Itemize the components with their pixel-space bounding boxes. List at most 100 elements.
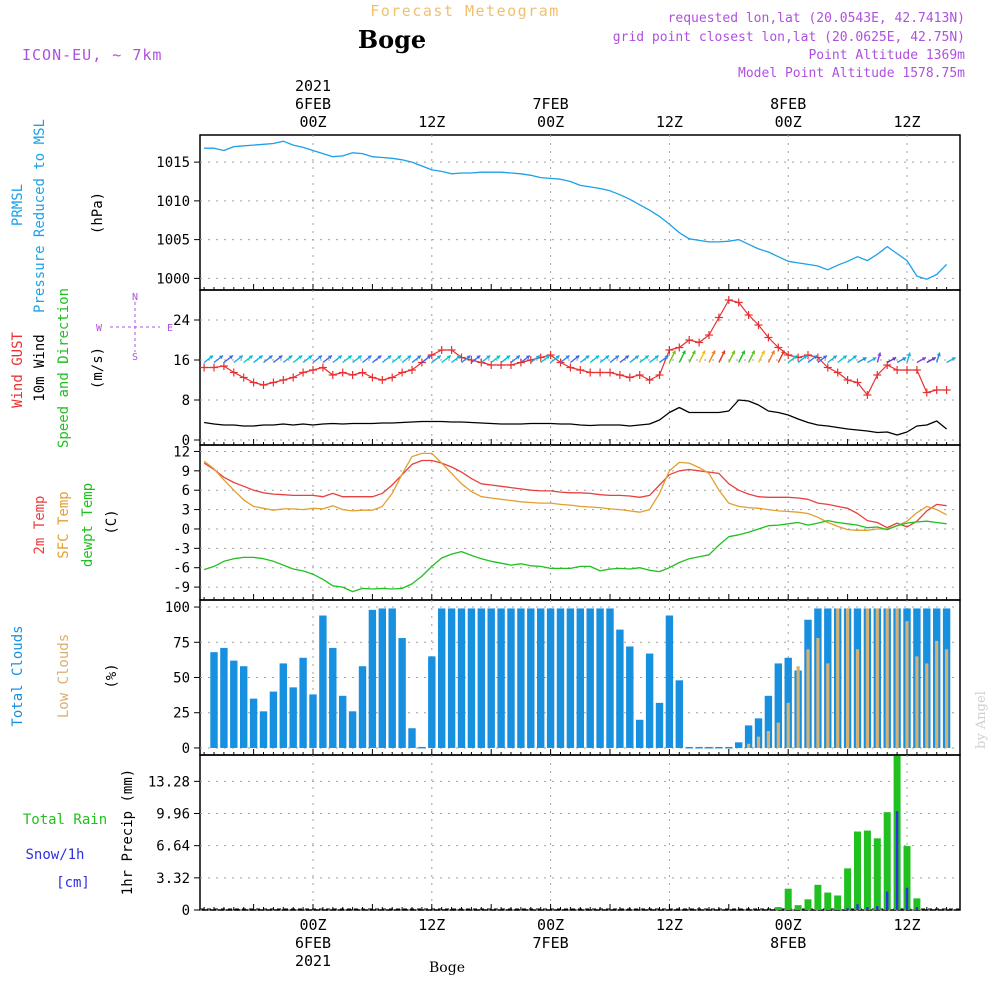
rain-bar	[784, 888, 792, 910]
total-cloud-bar	[329, 647, 337, 748]
wind-arrow-head	[258, 355, 263, 360]
wind-arrow	[332, 354, 343, 364]
wind-arrow-head	[575, 355, 580, 360]
wind-arrow-head	[219, 355, 223, 360]
temp-2m-label: 2m Temp	[32, 495, 48, 554]
gust-marker	[269, 378, 278, 387]
gust-marker	[378, 376, 387, 384]
low-cloud-bar	[895, 608, 899, 748]
low-cloud-bar	[836, 608, 840, 748]
pressure-line	[204, 140, 948, 280]
gust-marker	[279, 376, 288, 384]
gust-marker	[695, 338, 704, 347]
total-cloud-bar	[418, 746, 426, 749]
point-altitude: Point Altitude 1369m	[808, 48, 965, 63]
total-cloud-bar	[537, 608, 545, 748]
wind-arrow-head	[701, 350, 706, 355]
wind-arrow	[253, 354, 264, 364]
gust-marker	[625, 373, 634, 382]
snow-label: Snow/1h	[25, 847, 84, 863]
snow-bar	[905, 887, 909, 910]
compass-rose: N S W E	[96, 292, 173, 363]
gust-marker	[318, 363, 327, 372]
total-cloud-bar	[665, 615, 674, 748]
y-tick-labels: 1000100510101015081624-9-6-3036912025507…	[148, 155, 190, 919]
wind-arrow	[302, 354, 313, 364]
rain-bar	[863, 830, 871, 910]
temp-unit: (C)	[104, 509, 120, 534]
wind-arrow-head	[902, 357, 907, 362]
gust-marker	[348, 371, 357, 379]
wind-arrow	[867, 356, 877, 364]
snow-bar	[895, 811, 899, 910]
total-cloud-bar	[655, 702, 664, 748]
rain-bar	[903, 846, 911, 910]
snow-bar	[915, 907, 919, 910]
wind-arrow	[520, 354, 531, 364]
snow-bar	[856, 904, 859, 910]
temp-sfc-label: SFC Temp	[56, 491, 72, 558]
gust-marker	[576, 366, 585, 374]
wind-arrow-head	[525, 355, 530, 360]
low-cloud-bar	[875, 608, 879, 748]
total-cloud-bar	[249, 698, 258, 748]
wind-arrow-head	[565, 355, 570, 360]
wind-arrow	[213, 354, 224, 364]
gust-marker	[210, 363, 218, 372]
wind-direction-label: Speed and Direction	[56, 288, 72, 448]
gust-marker	[635, 371, 644, 379]
snow-bar	[846, 908, 849, 910]
low-cloud-bar	[826, 663, 830, 748]
y-tick-label: 12	[173, 444, 190, 460]
y-tick-label: 25	[173, 706, 190, 722]
rain-bar	[834, 895, 842, 910]
wind-arrow	[411, 354, 422, 364]
low-cloud-bar	[945, 649, 949, 748]
temp-sfc-line	[203, 452, 947, 531]
total-cloud-bar	[388, 608, 396, 748]
wind-arrow	[649, 354, 660, 364]
gust-marker	[447, 346, 456, 354]
wind-arrow-head	[951, 357, 956, 362]
wind-arrow-head	[476, 355, 481, 360]
clouds-unit: (%)	[104, 663, 120, 688]
snow-bar	[866, 907, 869, 910]
gust-marker	[309, 366, 317, 374]
total-cloud-bar	[556, 608, 565, 748]
wind-arrow	[510, 354, 521, 364]
wind-arrow	[926, 356, 937, 364]
gust-marker	[338, 368, 347, 377]
total-cloud-bar	[527, 608, 535, 748]
wind-arrow	[767, 350, 776, 363]
time-axis-label: 12Z	[893, 916, 920, 934]
y-tick-label: -3	[173, 541, 190, 557]
total-cloud-bar	[774, 663, 782, 748]
total-cloud-bar	[289, 687, 297, 748]
y-tick-label: 1010	[156, 194, 190, 210]
wind-arrow	[569, 354, 580, 364]
rain-bar	[774, 907, 782, 910]
wind-arrow-head	[624, 355, 629, 360]
total-cloud-bar	[735, 742, 743, 748]
wind-arrow	[322, 354, 333, 364]
total-cloud-bar	[220, 647, 228, 748]
wind-arrow-head	[615, 355, 619, 360]
compass-n: N	[132, 292, 138, 303]
time-axis-label: 2021	[295, 77, 331, 95]
wind-arrow	[589, 354, 600, 364]
wind-arrow-head	[387, 355, 392, 360]
y-tick-label: 9.96	[156, 807, 190, 823]
y-tick-label: 0	[182, 433, 190, 449]
low-cloud-bar	[846, 608, 850, 748]
time-axis-label: 00Z	[775, 916, 802, 934]
wind-arrow	[282, 354, 293, 364]
gust-marker	[912, 366, 921, 374]
wind-arrow-head	[671, 350, 676, 355]
wind-arrow-head	[436, 355, 441, 360]
wind-arrow-head	[357, 355, 362, 360]
wind-arrow-head	[397, 355, 402, 360]
gust-marker	[615, 371, 624, 379]
rain-bar	[814, 884, 822, 910]
gust-marker	[259, 381, 268, 389]
low-cloud-bar	[925, 663, 929, 748]
